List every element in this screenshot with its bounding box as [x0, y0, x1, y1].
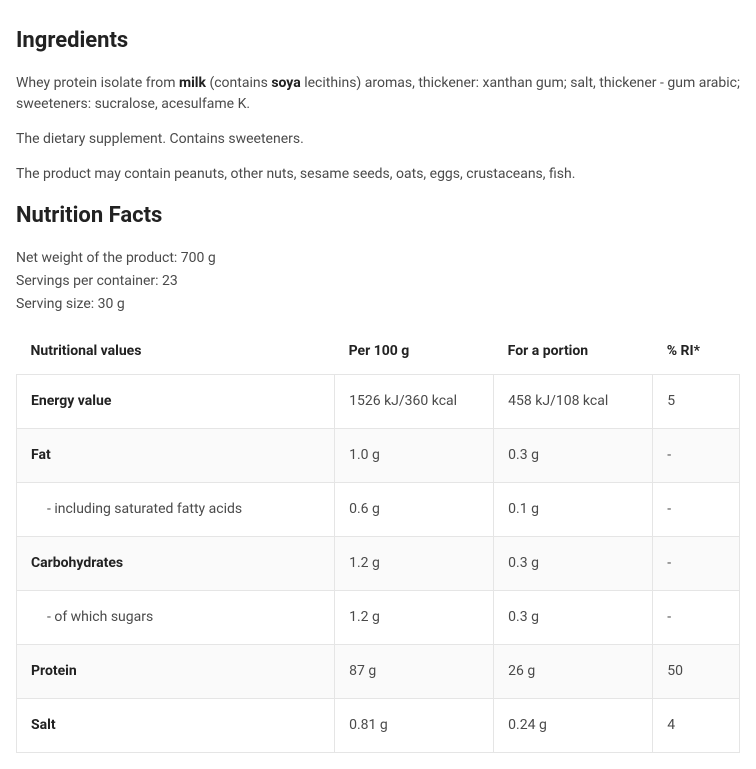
ingredients-text-3: The product may contain peanuts, other n…	[16, 164, 740, 185]
cell-ri: -	[653, 537, 740, 591]
cell-per100: 1526 kJ/360 kcal	[335, 375, 494, 429]
nutrition-heading: Nutrition Facts	[16, 199, 740, 232]
cell-per100: 0.81 g	[335, 699, 494, 753]
col-header-values: Nutritional values	[17, 329, 335, 375]
cell-portion: 0.3 g	[494, 429, 653, 483]
cell-portion: 0.3 g	[494, 591, 653, 645]
row-label: - of which sugars	[17, 591, 335, 645]
table-row: - of which sugars1.2 g0.3 g-	[17, 591, 740, 645]
cell-portion: 458 kJ/108 kcal	[494, 375, 653, 429]
col-header-per100: Per 100 g	[335, 329, 494, 375]
cell-ri: -	[653, 591, 740, 645]
ingredients-heading: Ingredients	[16, 24, 740, 57]
nutrition-table: Nutritional values Per 100 g For a porti…	[16, 329, 740, 753]
table-row: Salt0.81 g0.24 g4	[17, 699, 740, 753]
cell-ri: 4	[653, 699, 740, 753]
net-weight: Net weight of the product: 700 g	[16, 248, 740, 269]
row-label: Fat	[17, 429, 335, 483]
ingredients-text-1: Whey protein isolate from milk (contains…	[16, 73, 740, 115]
servings-per-container: Servings per container: 23	[16, 271, 740, 292]
ingredients-text-2: The dietary supplement. Contains sweeten…	[16, 129, 740, 150]
col-header-portion: For a portion	[494, 329, 653, 375]
cell-portion: 26 g	[494, 645, 653, 699]
cell-per100: 87 g	[335, 645, 494, 699]
cell-per100: 1.0 g	[335, 429, 494, 483]
cell-ri: 5	[653, 375, 740, 429]
cell-per100: 0.6 g	[335, 483, 494, 537]
col-header-ri: % RI*	[653, 329, 740, 375]
ing-p1-pre: Whey protein isolate from	[16, 75, 179, 91]
ing-p1-mid: (contains	[206, 75, 271, 91]
table-row: Energy value1526 kJ/360 kcal458 kJ/108 k…	[17, 375, 740, 429]
row-label: - including saturated fatty acids	[17, 483, 335, 537]
cell-ri: -	[653, 483, 740, 537]
cell-per100: 1.2 g	[335, 591, 494, 645]
serving-size: Serving size: 30 g	[16, 294, 740, 315]
table-row: Carbohydrates1.2 g0.3 g-	[17, 537, 740, 591]
ing-bold-milk: milk	[179, 75, 206, 91]
cell-per100: 1.2 g	[335, 537, 494, 591]
row-label: Energy value	[17, 375, 335, 429]
cell-portion: 0.1 g	[494, 483, 653, 537]
table-row: - including saturated fatty acids0.6 g0.…	[17, 483, 740, 537]
cell-portion: 0.24 g	[494, 699, 653, 753]
table-row: Protein87 g26 g50	[17, 645, 740, 699]
cell-portion: 0.3 g	[494, 537, 653, 591]
ing-bold-soya: soya	[271, 75, 300, 91]
row-label: Carbohydrates	[17, 537, 335, 591]
cell-ri: 50	[653, 645, 740, 699]
serving-info: Net weight of the product: 700 g Serving…	[16, 248, 740, 315]
row-label: Protein	[17, 645, 335, 699]
table-row: Fat1.0 g0.3 g-	[17, 429, 740, 483]
cell-ri: -	[653, 429, 740, 483]
table-header-row: Nutritional values Per 100 g For a porti…	[17, 329, 740, 375]
row-label: Salt	[17, 699, 335, 753]
